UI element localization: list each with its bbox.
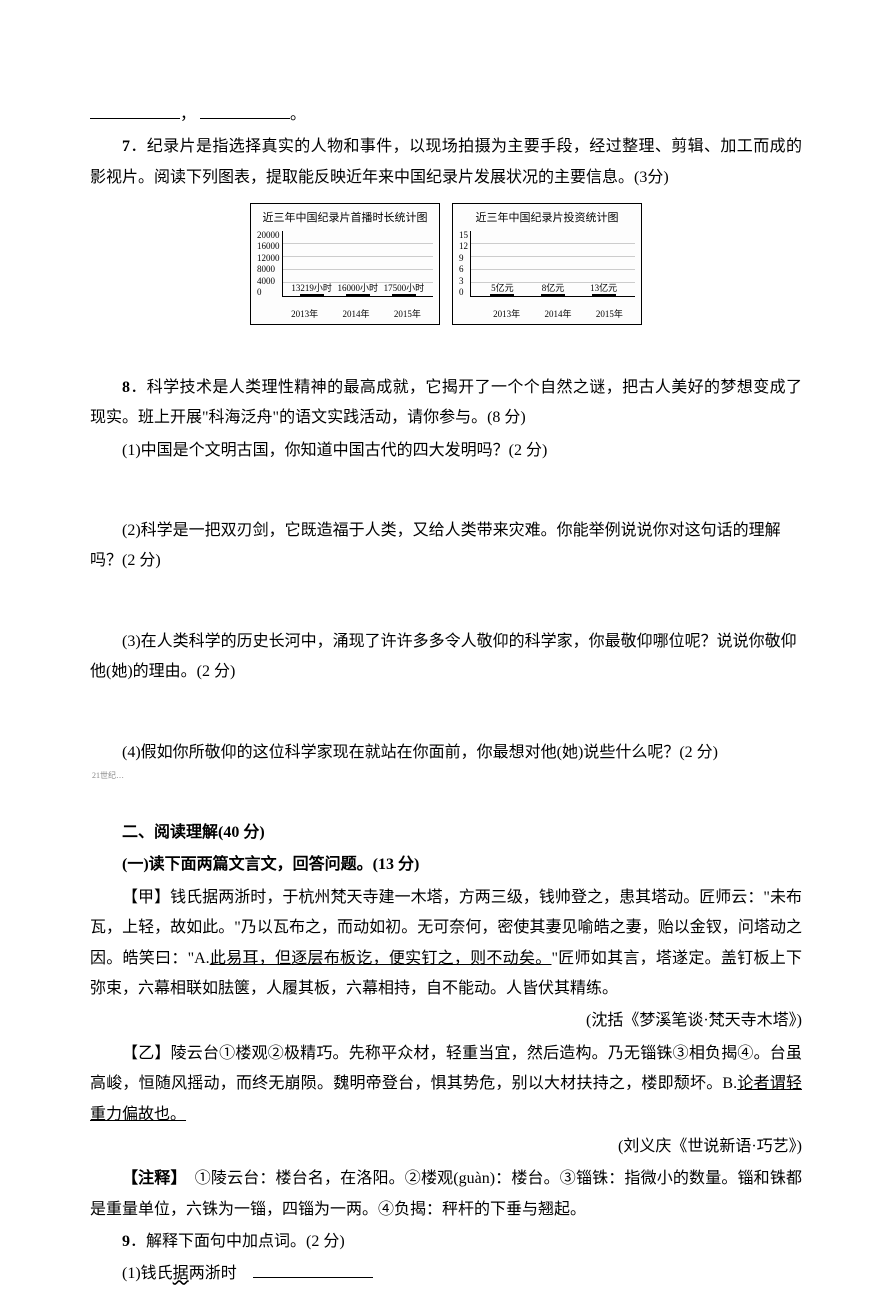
q9-text: 解释下面句中加点词。(2 分): [146, 1233, 345, 1250]
yi-text-a: 陵云台①楼观②极精巧。先称平众材，轻重当宜，然后造构。乃无锱铢③相负揭④。台虽高…: [90, 1045, 802, 1092]
q7-para: 7．纪录片是指选择真实的人物和事件，以现场拍摄为主要手段，经过整理、剪辑、加工而…: [90, 132, 802, 193]
c1-tick-2: 8000: [257, 265, 280, 274]
chart2-yaxis: 0 3 6 9 12 15: [459, 231, 470, 309]
c1-bar-1: [346, 294, 370, 296]
chart1-xlabels: 2013年 2014年 2015年: [257, 309, 433, 320]
c2-bar-1: [541, 294, 565, 296]
spacer: [90, 343, 802, 373]
c1-bar-2: [392, 294, 416, 296]
watermark: 21世纪…: [92, 768, 124, 783]
c2-bar-2: [592, 294, 616, 296]
section2-sub: (一)读下面两篇文言文，回答问题。(13 分): [90, 850, 802, 880]
c2-tick-2: 6: [459, 265, 468, 274]
spacer: [90, 577, 802, 627]
q9-s1: (1)钱氏据两浙时: [90, 1259, 802, 1289]
c1-tick-0: 0: [257, 288, 280, 297]
notes-para: 【注释】 ①陵云台：楼台名，在洛阳。②楼观(guàn)：楼台。③锱铢：指微小的数…: [90, 1164, 802, 1225]
spacer: [90, 688, 802, 738]
c2-bar-group-0: 5亿元: [480, 284, 526, 296]
chart1-area: 0 4000 8000 12000 16000 20000 13219小时: [257, 231, 433, 309]
notes-label: 【注释】: [122, 1170, 195, 1187]
chart-duration: 近三年中国纪录片首播时长统计图 0 4000 8000 12000 16000 …: [250, 203, 440, 325]
jia-quote: 此易耳，但逐层布板讫，便实钉之，则不动矣。: [210, 950, 552, 967]
q7-text: 纪录片是指选择真实的人物和事件，以现场拍摄为主要手段，经过整理、剪辑、加工而成的…: [90, 138, 802, 185]
q8-s1: (1)中国是个文明古国，你知道中国古代的四大发明吗？(2 分): [90, 436, 802, 466]
blank-2[interactable]: [200, 101, 290, 119]
yi-para: 【乙】陵云台①楼观②极精巧。先称平众材，轻重当宜，然后造构。乃无锱铢③相负揭④。…: [90, 1039, 802, 1130]
c1-label-0: 13219小时: [291, 284, 332, 293]
jia-label: 【甲】: [122, 889, 170, 906]
c2-cat-0: 2013年: [493, 309, 520, 320]
c1-label-1: 16000小时: [337, 284, 378, 293]
c2-label-0: 5亿元: [491, 284, 514, 293]
chart1-yaxis: 0 4000 8000 12000 16000 20000: [257, 231, 282, 309]
comma-1: ，: [180, 106, 196, 123]
q8-s4: (4)假如你所敬仰的这位科学家现在就站在你面前，你最想对他(她)说些什么呢？(2…: [90, 738, 802, 768]
q7-number: 7: [122, 138, 130, 155]
yi-label: 【乙】: [122, 1045, 171, 1062]
chart1-plot: 13219小时 16000小时 17500小时: [282, 231, 434, 297]
c2-tick-5: 15: [459, 231, 468, 240]
c2-cat-2: 2015年: [596, 309, 623, 320]
blank-1[interactable]: [90, 101, 180, 119]
c1-bar-0: [300, 294, 324, 296]
jia-source: (沈括《梦溪笔谈·梵天寺木塔》): [90, 1006, 802, 1036]
c2-label-2: 13亿元: [590, 284, 617, 293]
c2-cat-1: 2014年: [544, 309, 571, 320]
c2-tick-0: 0: [459, 288, 468, 297]
chart1-bars: 13219小时 16000小时 17500小时: [283, 231, 434, 296]
section2-title: 二、阅读理解(40 分): [90, 818, 802, 848]
q8-dot: ．: [130, 379, 147, 396]
chart2-title: 近三年中国纪录片投资统计图: [459, 208, 635, 229]
c1-tick-1: 4000: [257, 277, 280, 286]
c1-cat-2: 2015年: [394, 309, 421, 320]
c1-label-2: 17500小时: [384, 284, 425, 293]
chart2-xlabels: 2013年 2014年 2015年: [459, 309, 635, 320]
period-1: 。: [290, 106, 306, 123]
chart2-bars: 5亿元 8亿元 13亿元: [471, 231, 635, 296]
c2-bar-group-2: 13亿元: [581, 284, 627, 296]
chart2-area: 0 3 6 9 12 15 5亿元 8亿元: [459, 231, 635, 309]
c1-tick-4: 16000: [257, 242, 280, 251]
q9-s1-b: 两浙时: [189, 1265, 253, 1282]
q8-number: 8: [122, 379, 130, 396]
q8-s2: (2)科学是一把双刃剑，它既造福于人类，又给人类带来灾难。你能举例说说你对这句话…: [90, 516, 802, 577]
spacer: [90, 768, 802, 818]
c1-bar-group-0: 13219小时: [291, 284, 333, 296]
chart2-plot: 5亿元 8亿元 13亿元: [470, 231, 635, 297]
q8-s3: (3)在人类科学的历史长河中，涌现了许许多多令人敬仰的科学家，你最敬仰哪位呢？说…: [90, 627, 802, 688]
q9-number: 9: [122, 1233, 130, 1250]
q8-intro-text: 科学技术是人类理性精神的最高成就，它揭开了一个个自然之谜，把古人美好的梦想变成了…: [90, 379, 802, 426]
c1-bar-group-2: 17500小时: [383, 284, 425, 296]
chart1-title: 近三年中国纪录片首播时长统计图: [257, 208, 433, 229]
q9-dot: ．: [130, 1233, 146, 1250]
q9-para: 9．解释下面句中加点词。(2 分): [90, 1227, 802, 1257]
c1-cat-1: 2014年: [342, 309, 369, 320]
c2-bar-group-1: 8亿元: [530, 284, 576, 296]
c1-tick-5: 20000: [257, 231, 280, 240]
c2-tick-4: 12: [459, 242, 468, 251]
chart-investment: 近三年中国纪录片投资统计图 0 3 6 9 12 15 5亿元: [452, 203, 642, 325]
c2-tick-1: 3: [459, 277, 468, 286]
q9-s1-a: (1)钱氏: [122, 1265, 173, 1282]
c2-label-1: 8亿元: [542, 284, 565, 293]
c1-bar-group-1: 16000小时: [337, 284, 379, 296]
spacer: [90, 466, 802, 516]
notes-text: ①陵云台：楼台名，在洛阳。②楼观(guàn)：楼台。③锱铢：指微小的数量。锱和铢…: [90, 1170, 802, 1217]
c2-bar-0: [490, 294, 514, 296]
charts-container: 近三年中国纪录片首播时长统计图 0 4000 8000 12000 16000 …: [90, 203, 802, 325]
yi-source: (刘义庆《世说新语·巧艺》): [90, 1132, 802, 1162]
q9-blank[interactable]: [253, 1261, 373, 1279]
jia-para: 【甲】钱氏据两浙时，于杭州梵天寺建一木塔，方两三级，钱帅登之，患其塔动。匠师云：…: [90, 883, 802, 1005]
c2-tick-3: 9: [459, 254, 468, 263]
q8-intro: 8．科学技术是人类理性精神的最高成就，它揭开了一个个自然之谜，把古人美好的梦想变…: [90, 373, 802, 434]
c1-tick-3: 12000: [257, 254, 280, 263]
q9-s1-dot: 据: [173, 1265, 189, 1282]
q7-dot: ．: [130, 138, 147, 155]
fill-blanks-line: ， 。: [90, 100, 802, 130]
c1-cat-0: 2013年: [291, 309, 318, 320]
